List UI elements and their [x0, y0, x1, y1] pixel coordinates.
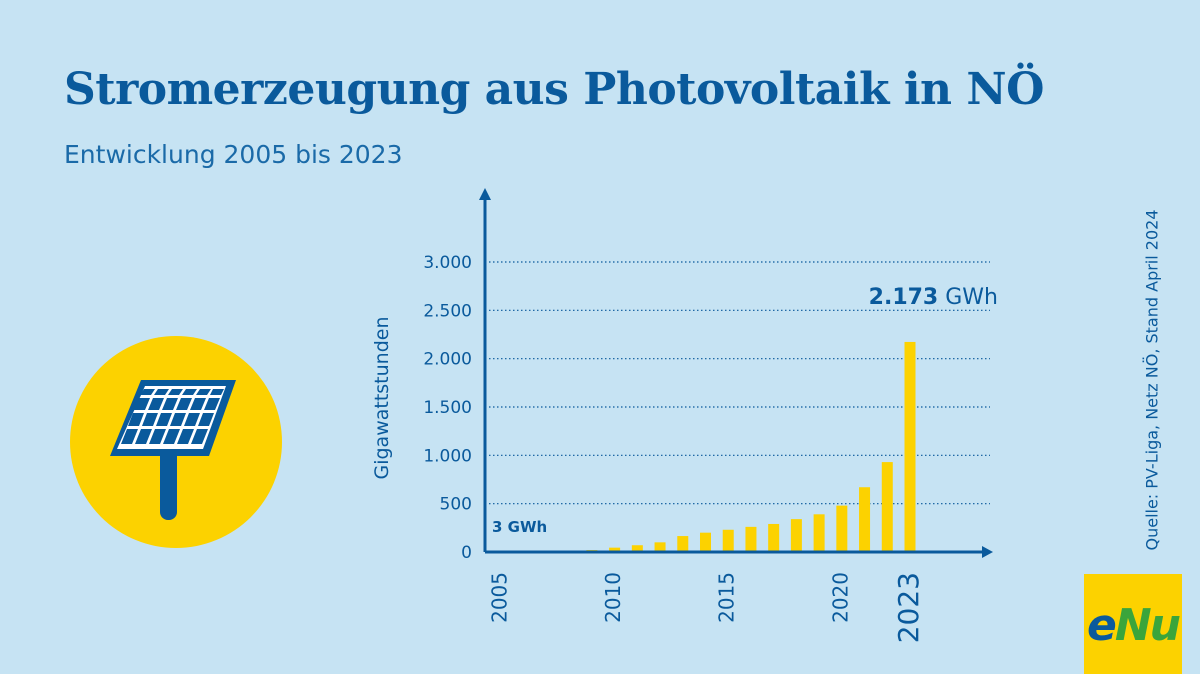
logo-letter-n: N: [1114, 600, 1152, 651]
y-tick-label: 2.500: [423, 301, 472, 321]
annotation-2173-gwh: 2.173 GWh: [869, 285, 998, 310]
bar-2017: [768, 523, 780, 552]
x-tick-label: 2015: [715, 572, 739, 623]
logo-letter-u: u: [1149, 600, 1181, 651]
bar-2015: [722, 529, 734, 552]
bar-2010: [609, 547, 621, 552]
bar-2011: [631, 545, 643, 552]
solar-panel-icon: [70, 336, 282, 552]
bar-2021: [859, 487, 871, 552]
bar-2022: [881, 462, 893, 552]
x-tick-label: 2020: [828, 572, 852, 623]
bar-2012: [654, 542, 666, 552]
y-tick-label: 0: [461, 543, 472, 563]
y-tick-label: 2.000: [423, 350, 472, 370]
x-tick-label: 2005: [488, 572, 512, 623]
bar-2016: [745, 526, 757, 552]
logo-wordmark: eNu: [1084, 600, 1182, 651]
y-tick-label: 1.000: [423, 446, 472, 466]
page-title: Stromerzeugung aus Photovoltaik in NÖ: [64, 64, 1044, 115]
y-axis-label: Gigawattstunden: [371, 316, 393, 479]
bar-2018: [790, 519, 802, 552]
source-note: Quelle: PV-Liga, Netz NÖ, Stand April 20…: [1142, 209, 1162, 551]
page-subtitle: Entwicklung 2005 bis 2023: [64, 140, 403, 169]
x-axis-arrow: [982, 546, 993, 558]
logo-letter-e: e: [1087, 600, 1117, 651]
bar-2020: [836, 505, 848, 552]
bar-2013: [677, 536, 689, 552]
enu-logo: eNu: [1084, 574, 1182, 674]
y-tick-label: 1.500: [423, 398, 472, 418]
y-axis-arrow: [479, 188, 491, 200]
x-tick-label: 2023: [892, 572, 925, 643]
x-tick-label: 2010: [601, 572, 625, 623]
y-tick-label: 500: [440, 495, 472, 515]
bar-2014: [700, 532, 711, 552]
bar-2019: [813, 514, 825, 552]
annotation-3-gwh: 3 GWh: [492, 518, 547, 536]
y-tick-label: 3.000: [423, 253, 472, 273]
bar-2023: [904, 341, 916, 552]
